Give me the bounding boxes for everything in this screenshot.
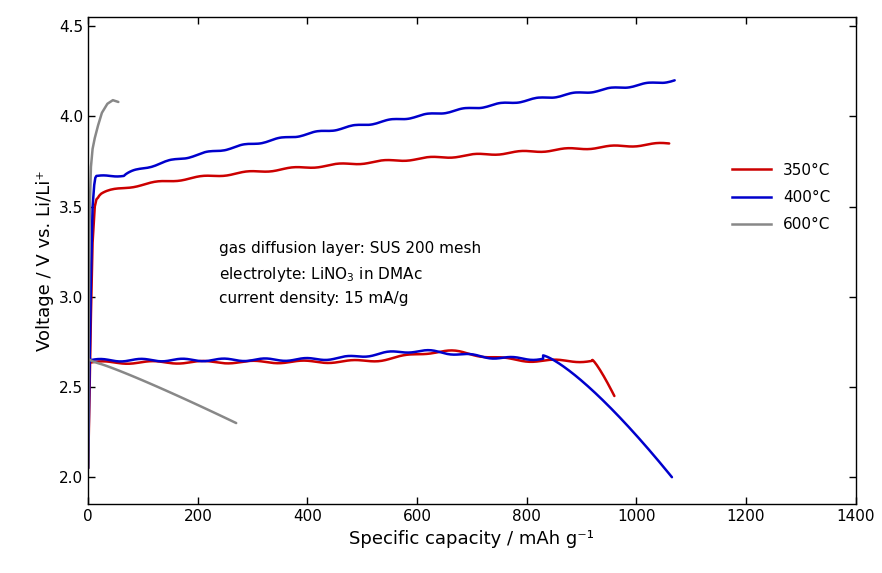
- Legend: 350°C, 400°C, 600°C: 350°C, 400°C, 600°C: [727, 156, 836, 238]
- Y-axis label: Voltage / V vs. Li/Li⁺: Voltage / V vs. Li/Li⁺: [35, 170, 54, 351]
- Text: gas diffusion layer: SUS 200 mesh
electrolyte: LiNO$_3$ in DMAc
current density:: gas diffusion layer: SUS 200 mesh electr…: [219, 241, 481, 306]
- X-axis label: Specific capacity / mAh g⁻¹: Specific capacity / mAh g⁻¹: [349, 529, 594, 548]
